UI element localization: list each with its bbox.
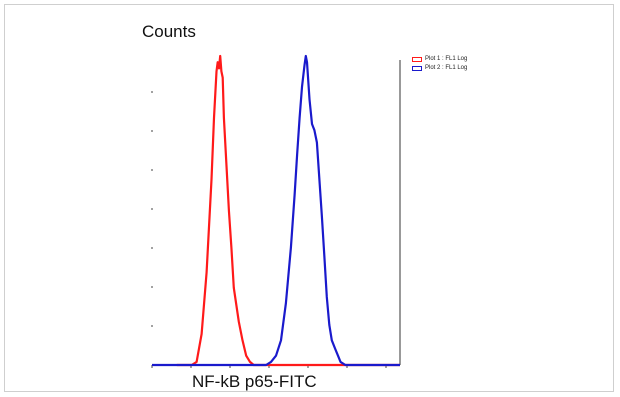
legend-swatch-2 xyxy=(412,66,422,71)
series-line-2 xyxy=(152,54,400,367)
legend-label-1: Plot 1 : FL1 Log xyxy=(425,56,468,62)
legend-item-2: Plot 2 : FL1 Log xyxy=(412,64,467,73)
plot-frame xyxy=(4,4,614,392)
legend: Plot 1 : FL1 Log Plot 2 : FL1 Log xyxy=(412,55,467,73)
y-axis-label: Counts xyxy=(142,22,196,41)
legend-swatch-1 xyxy=(412,57,422,62)
series-line-1 xyxy=(176,54,400,367)
legend-item-1: Plot 1 : FL1 Log xyxy=(412,55,467,64)
x-axis-label: NF-kB p65-FITC xyxy=(192,372,317,391)
legend-label-2: Plot 2 : FL1 Log xyxy=(425,65,468,71)
